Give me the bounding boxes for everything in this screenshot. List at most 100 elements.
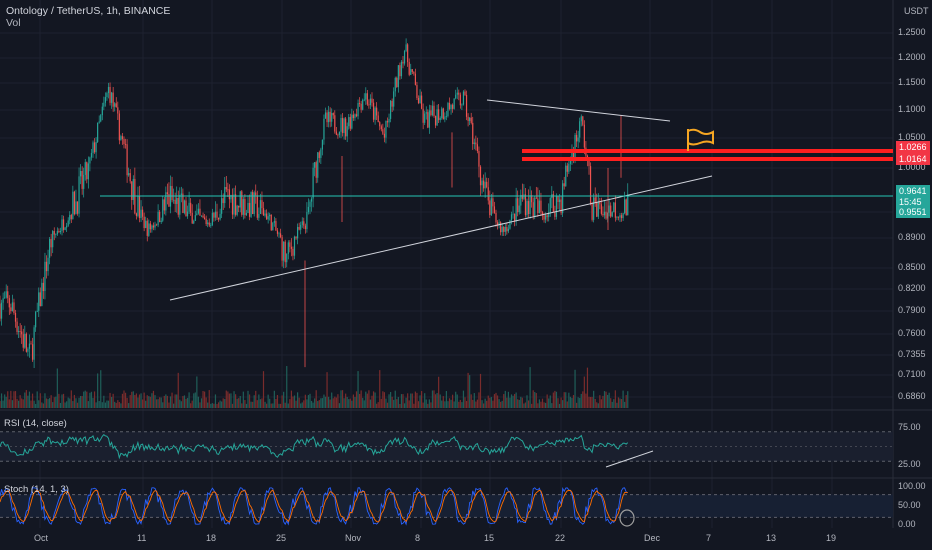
volume-bar [478, 392, 480, 408]
candle-body [324, 112, 327, 119]
candle-body [0, 302, 3, 319]
candle-body [456, 92, 458, 95]
volume-bar [464, 397, 466, 408]
rsi-label[interactable]: RSI (14, close) [4, 418, 67, 429]
candle-body [496, 222, 499, 226]
candle-body [49, 239, 51, 258]
volume-bar [53, 397, 55, 408]
candle-body [235, 194, 237, 215]
volume-bar [433, 390, 435, 408]
candle-body [208, 222, 210, 226]
volume-bar [523, 403, 525, 408]
volume-bar [518, 399, 520, 408]
volume-bar [231, 403, 234, 408]
volume-bar [281, 395, 283, 408]
candle-body [278, 233, 280, 235]
stoch-k-line [0, 486, 628, 526]
volume-bar [42, 403, 44, 408]
volume-bar [25, 390, 27, 408]
stoch-label[interactable]: Stoch (14, 1, 3) [4, 484, 69, 495]
volume-bar [340, 390, 342, 408]
candle-body [261, 200, 263, 209]
volume-bar [563, 392, 565, 408]
volume-bar [81, 396, 83, 408]
candle-body [430, 110, 432, 116]
volume-bar [241, 403, 243, 408]
candle-body [138, 196, 141, 219]
candle-body [137, 196, 139, 216]
volume-bar [230, 393, 232, 408]
candle-body [93, 142, 96, 153]
volume-bar [493, 394, 496, 408]
candle-body [558, 199, 561, 203]
volume-bar [467, 372, 469, 408]
candle-body [464, 91, 466, 95]
volume-bar [416, 392, 418, 408]
candle-body [286, 253, 288, 263]
candle-body [422, 108, 424, 123]
candle-body [478, 151, 480, 167]
candle-body [124, 144, 127, 145]
candle-body [320, 149, 322, 158]
volume-bar [135, 393, 137, 408]
time-tick-label: 13 [766, 533, 777, 543]
volume-bar [233, 391, 235, 408]
volume-bar [266, 403, 268, 408]
candle-body [293, 236, 296, 256]
volume-bar [197, 396, 199, 408]
candle-body [143, 216, 145, 228]
candle-body [493, 206, 496, 213]
candle-body [510, 214, 513, 221]
volume-bar [10, 390, 12, 408]
flag-cloth [687, 128, 714, 146]
candle-body [183, 200, 186, 213]
candle-body [148, 223, 150, 236]
volume-bar [253, 395, 255, 408]
candle-body [369, 98, 372, 106]
candle-body [115, 103, 117, 108]
candle-body [312, 167, 314, 199]
volume-bar [152, 390, 155, 408]
volume-bar [149, 396, 151, 408]
candle-body [64, 227, 66, 230]
volume-bar [176, 394, 178, 408]
volume-bar [328, 396, 330, 408]
candle-body [594, 197, 596, 203]
volume-bar [318, 400, 320, 408]
volume-bar [174, 394, 176, 408]
candle-body [340, 117, 342, 132]
volume-bar [159, 397, 161, 408]
candle-body [207, 222, 209, 225]
volume-bar [22, 399, 24, 408]
candle-body [5, 291, 7, 298]
volume-bar [182, 396, 184, 408]
candle-body [540, 200, 542, 213]
candle-body [476, 144, 478, 152]
volume-bar [289, 399, 291, 408]
candle-body [588, 160, 590, 167]
volume-bar [66, 401, 68, 408]
symbol-title[interactable]: Ontology / TetherUS, 1h, BINANCE [6, 5, 171, 17]
candle-body [397, 65, 399, 88]
candle-body [253, 192, 255, 214]
volume-bar [372, 391, 375, 408]
volume-bar [247, 390, 249, 408]
volume-bar [157, 399, 159, 408]
candle-body [359, 103, 361, 104]
candle-body [529, 195, 531, 215]
candle-body [14, 313, 17, 322]
volume-bar [509, 397, 511, 408]
volume-bar [473, 393, 475, 408]
volume-bar [363, 400, 365, 408]
candle-body [562, 183, 564, 214]
candle-body [458, 92, 460, 95]
volume-label[interactable]: Vol [6, 17, 21, 29]
current-price: 0.9641 [899, 186, 927, 196]
volume-bar [362, 397, 364, 408]
candle-body [345, 118, 347, 137]
volume-bar [413, 403, 415, 408]
volume-bar [462, 390, 465, 408]
candle-body [627, 194, 629, 216]
candle-body [270, 214, 272, 231]
